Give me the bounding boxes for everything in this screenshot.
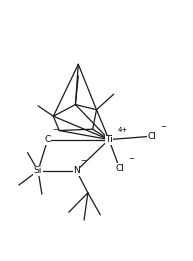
Text: Si: Si <box>34 166 42 175</box>
Text: Cl: Cl <box>148 132 157 141</box>
Text: N: N <box>73 166 80 175</box>
Text: C: C <box>45 135 51 144</box>
Text: −: − <box>128 156 134 162</box>
Text: Ti: Ti <box>105 135 113 144</box>
Text: −: − <box>52 127 58 133</box>
Text: −: − <box>81 158 86 164</box>
Text: Cl: Cl <box>115 164 124 173</box>
Text: 4+: 4+ <box>117 127 128 133</box>
Text: −: − <box>161 124 166 130</box>
